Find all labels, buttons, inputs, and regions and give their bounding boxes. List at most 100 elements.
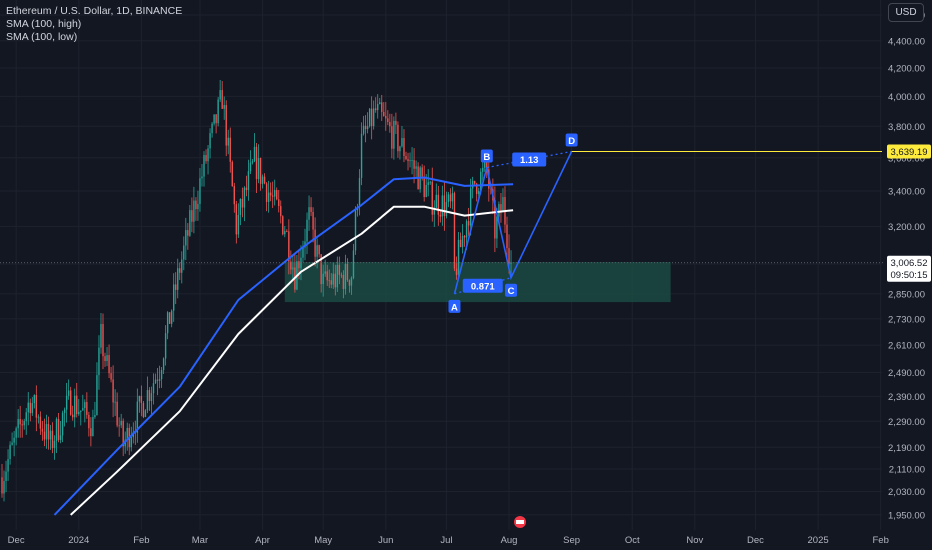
candle-body [502, 197, 504, 212]
candle-body [98, 347, 100, 376]
candle-body [379, 102, 381, 105]
candle-body [286, 231, 288, 232]
candle-body [211, 123, 213, 134]
legend-symbol[interactable]: Ethereum / U.S. Dollar, 1D, BINANCE [6, 5, 183, 17]
candle-body [181, 259, 183, 273]
candle-body [239, 199, 242, 215]
candle-body [158, 379, 161, 381]
sma-low-line [70, 205, 514, 516]
time-tick-label: Dec [8, 535, 25, 546]
event-flag-stripe [516, 520, 525, 524]
candle-body [235, 204, 238, 235]
candle-body [399, 146, 401, 152]
candle-body [267, 192, 270, 202]
candle-body [310, 207, 312, 212]
candle-body [259, 158, 262, 184]
candle-body [154, 379, 157, 384]
legend-sma-high[interactable]: SMA (100, high) [6, 18, 82, 30]
candle-body [59, 435, 62, 440]
candle-body [189, 210, 191, 236]
target-price-badge [887, 144, 931, 159]
legend-sma-low[interactable]: SMA (100, low) [6, 31, 78, 43]
candle-body [465, 221, 468, 238]
candle-body [506, 224, 508, 249]
candle-body [346, 264, 349, 281]
pattern-legs [453, 151, 573, 294]
candle-body [82, 408, 84, 411]
candle-body [205, 155, 207, 162]
candle-body [243, 187, 246, 208]
candle-body [227, 137, 229, 146]
candle-body [292, 267, 294, 270]
candle-body [451, 193, 454, 202]
candle-body [120, 420, 122, 426]
candle-body [350, 277, 353, 286]
candle-body [233, 186, 235, 205]
candle-body [201, 176, 203, 179]
pattern-point-d [565, 133, 578, 147]
candle-body [342, 275, 345, 289]
candle-body [435, 194, 437, 208]
candle-body [447, 194, 450, 203]
candle-body [322, 273, 324, 285]
candle-body [389, 121, 391, 127]
harmonic-pattern[interactable]: 0.871 1.13 A B C D [448, 133, 886, 313]
candle-body [23, 421, 25, 426]
candle-body [193, 200, 195, 222]
candle-body [302, 247, 304, 258]
candle-body [223, 105, 225, 109]
candle-body [29, 402, 31, 414]
candle-body [304, 241, 306, 248]
candle-body [195, 200, 197, 210]
candle-body [138, 395, 141, 402]
candle-body [403, 138, 405, 156]
time-tick-label: May [314, 535, 332, 546]
candle-body [251, 161, 254, 163]
price-tick-label: 3,400.00 [888, 187, 925, 198]
pattern-point-label: C [508, 286, 515, 297]
candle-body [278, 199, 280, 207]
price-tick-label: 2,030.00 [888, 487, 925, 498]
candle-body [467, 221, 470, 226]
candle-body [320, 254, 322, 285]
time-tick-label: Feb [133, 535, 149, 546]
candle-body [199, 178, 201, 204]
candle-body [160, 370, 163, 380]
candle-body [370, 108, 373, 127]
candle-body [104, 356, 106, 361]
candle-body [11, 442, 13, 445]
candle-body [130, 437, 132, 448]
candle-body [455, 268, 458, 275]
candle-body [90, 428, 92, 437]
candle-body [102, 324, 104, 357]
candle-body [354, 210, 357, 251]
candle-body [170, 310, 173, 324]
candle-body [106, 355, 108, 361]
price-tick-label: 2,290.00 [888, 417, 925, 428]
candle-body [385, 116, 387, 119]
candle-body [183, 245, 185, 260]
candle-body [411, 160, 413, 161]
candle-body [173, 284, 175, 311]
candle-body [500, 204, 502, 212]
candle-body [368, 108, 371, 127]
candle-body [47, 423, 50, 440]
candle-body [413, 160, 415, 169]
candle-body [78, 411, 80, 415]
candle-body [225, 105, 227, 146]
currency-button[interactable]: USD [888, 3, 924, 22]
candle-body [150, 393, 153, 402]
candle-body [288, 231, 290, 262]
candle-body [53, 440, 56, 449]
candle-body [421, 167, 423, 177]
candle-body [15, 428, 17, 438]
price-tick-label: 2,110.00 [889, 464, 925, 475]
time-axis[interactable]: Dec 2024 Feb Mar Apr May Jun Jul Aug Sep Oct Nov Dec… [8, 516, 889, 546]
candle-body [338, 264, 341, 275]
candle-body [423, 176, 425, 198]
candle-body [271, 195, 274, 197]
ratio-badge [512, 152, 547, 167]
candle-body [152, 383, 155, 394]
